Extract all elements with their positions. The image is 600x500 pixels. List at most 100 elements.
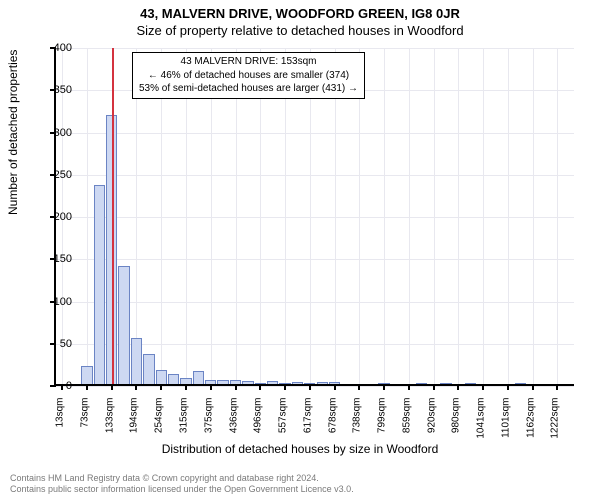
- bar: [81, 366, 92, 384]
- gridline-v: [458, 48, 459, 384]
- bar: [416, 383, 427, 384]
- gridline-v: [483, 48, 484, 384]
- xtick-mark: [532, 384, 534, 390]
- plot-area: [54, 48, 574, 386]
- xtick-label: 375sqm: [203, 398, 214, 458]
- gridline-h: [56, 386, 574, 387]
- annotation-box: 43 MALVERN DRIVE: 153sqm ← 46% of detach…: [132, 52, 365, 99]
- xtick-mark: [284, 384, 286, 390]
- xtick-label: 1041sqm: [476, 398, 487, 458]
- xtick-mark: [259, 384, 261, 390]
- xtick-label: 1222sqm: [550, 398, 561, 458]
- xtick-label: 678sqm: [327, 398, 338, 458]
- bar: [156, 370, 167, 384]
- xtick-label: 920sqm: [426, 398, 437, 458]
- xtick-label: 1162sqm: [525, 398, 536, 458]
- xtick-label: 859sqm: [401, 398, 412, 458]
- ytick-label: 300: [32, 127, 72, 139]
- bar: [217, 380, 228, 384]
- xtick-mark: [185, 384, 187, 390]
- xtick-mark: [383, 384, 385, 390]
- annotation-line-1: 43 MALVERN DRIVE: 153sqm: [139, 55, 358, 69]
- xtick-label: 254sqm: [154, 398, 165, 458]
- bar: [94, 185, 105, 384]
- ytick-label: 150: [32, 253, 72, 265]
- gridline-v: [384, 48, 385, 384]
- bar: [118, 266, 129, 384]
- chart-area: 43 MALVERN DRIVE: 153sqm ← 46% of detach…: [54, 48, 574, 386]
- annotation-line-2: ← 46% of detached houses are smaller (37…: [139, 69, 358, 83]
- ytick-label: 400: [32, 42, 72, 54]
- bar: [242, 381, 253, 384]
- bar: [279, 383, 290, 384]
- bar: [267, 381, 278, 384]
- bar: [131, 338, 142, 384]
- bar: [329, 382, 340, 384]
- footer-attribution: Contains HM Land Registry data © Crown c…: [10, 473, 354, 496]
- chart-title-sub: Size of property relative to detached ho…: [0, 21, 600, 38]
- xtick-label: 194sqm: [129, 398, 140, 458]
- xtick-label: 1101sqm: [500, 398, 511, 458]
- ytick-label: 200: [32, 211, 72, 223]
- gridline-h: [56, 259, 574, 260]
- xtick-label: 496sqm: [253, 398, 264, 458]
- ytick-label: 50: [32, 338, 72, 350]
- xtick-mark: [334, 384, 336, 390]
- bar: [378, 383, 389, 384]
- xtick-label: 617sqm: [302, 398, 313, 458]
- footer-line-2: Contains public sector information licen…: [10, 484, 354, 496]
- xtick-label: 557sqm: [278, 398, 289, 458]
- chart-title-main: 43, MALVERN DRIVE, WOODFORD GREEN, IG8 0…: [0, 0, 600, 21]
- bar: [440, 383, 451, 384]
- gridline-h: [56, 175, 574, 176]
- bar: [465, 383, 476, 384]
- xtick-label: 436sqm: [228, 398, 239, 458]
- bar: [143, 354, 154, 384]
- ytick-label: 100: [32, 296, 72, 308]
- xtick-mark: [210, 384, 212, 390]
- marker-line: [112, 48, 114, 384]
- xtick-mark: [433, 384, 435, 390]
- xtick-mark: [135, 384, 137, 390]
- xtick-mark: [482, 384, 484, 390]
- gridline-h: [56, 302, 574, 303]
- xtick-mark: [457, 384, 459, 390]
- gridline-v: [508, 48, 509, 384]
- bar: [168, 374, 179, 384]
- xtick-mark: [408, 384, 410, 390]
- annotation-line-3: 53% of semi-detached houses are larger (…: [139, 82, 358, 96]
- gridline-v: [409, 48, 410, 384]
- bar: [230, 380, 241, 384]
- gridline-v: [87, 48, 88, 384]
- xtick-label: 738sqm: [352, 398, 363, 458]
- gridline-h: [56, 133, 574, 134]
- bar: [180, 378, 191, 384]
- xtick-label: 799sqm: [377, 398, 388, 458]
- xtick-mark: [86, 384, 88, 390]
- bar: [255, 383, 266, 384]
- bar: [304, 383, 315, 384]
- xtick-label: 315sqm: [179, 398, 190, 458]
- xtick-mark: [235, 384, 237, 390]
- gridline-v: [533, 48, 534, 384]
- xtick-label: 980sqm: [451, 398, 462, 458]
- gridline-h: [56, 48, 574, 49]
- xtick-label: 133sqm: [104, 398, 115, 458]
- xtick-mark: [309, 384, 311, 390]
- footer-line-1: Contains HM Land Registry data © Crown c…: [10, 473, 354, 485]
- gridline-v: [434, 48, 435, 384]
- bar: [205, 380, 216, 384]
- xtick-mark: [556, 384, 558, 390]
- xtick-label: 73sqm: [79, 398, 90, 458]
- xtick-mark: [358, 384, 360, 390]
- gridline-h: [56, 217, 574, 218]
- xtick-mark: [111, 384, 113, 390]
- bar: [317, 382, 328, 384]
- ytick-label: 350: [32, 84, 72, 96]
- bar: [292, 382, 303, 384]
- ytick-label: 0: [32, 380, 72, 392]
- xtick-mark: [160, 384, 162, 390]
- gridline-v: [557, 48, 558, 384]
- bar: [193, 371, 204, 384]
- ytick-label: 250: [32, 169, 72, 181]
